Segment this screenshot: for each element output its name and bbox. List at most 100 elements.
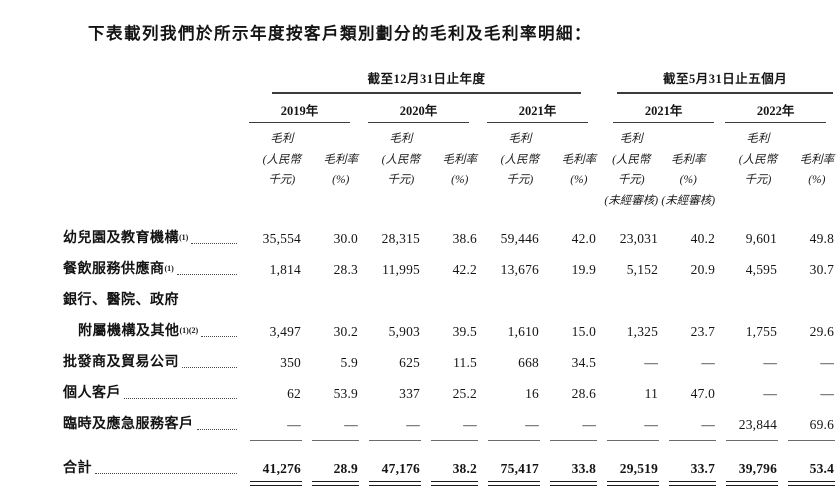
- row-label-text: 批發商及貿易公司: [63, 354, 179, 370]
- period-group-header-row: 截至12月31日止年度 截至5月31日止五個月: [63, 68, 835, 94]
- value-cell: 30.2: [333, 323, 358, 339]
- value-cell: 16: [525, 385, 539, 401]
- subheader-margin-2022-5m: 毛利率 (%): [799, 153, 835, 187]
- single-rule: [431, 439, 478, 441]
- value-cell: 38.6: [452, 230, 477, 246]
- value-cell: —: [763, 354, 778, 370]
- value-cell: 20.9: [690, 261, 716, 277]
- double-rule: [250, 480, 302, 486]
- total-value-cell: 29,519: [619, 460, 659, 476]
- value-cell: 40.2: [690, 230, 716, 246]
- double-rule: [788, 480, 836, 486]
- value-cell: 5,152: [626, 261, 659, 277]
- value-cell: —: [763, 385, 778, 401]
- value-cell: 28.3: [333, 261, 358, 277]
- spacer-cell: [63, 68, 240, 94]
- spacer-cell: [63, 94, 240, 123]
- total-value-cell: 33.7: [690, 460, 716, 476]
- subheader-margin-2019: 毛利率 (%): [323, 153, 359, 187]
- value-cell: 668: [518, 354, 539, 370]
- value-cell: 13,676: [500, 261, 539, 277]
- value-cell: 11,995: [382, 261, 420, 277]
- value-cell: —: [344, 416, 358, 432]
- value-cell: —: [525, 416, 539, 432]
- value-cell: 23,031: [619, 230, 659, 246]
- subheader-gross-profit-2019: 毛利 (人民幣 千元): [262, 133, 301, 187]
- row-label: 銀行、醫院、政府: [63, 278, 240, 309]
- value-cell: —: [406, 416, 420, 432]
- subheader-gross-profit-2021: 毛利 (人民幣 千元): [500, 133, 539, 187]
- page-title: 下表載列我們於所示年度按客戶類別劃分的毛利及毛利率明細：: [88, 24, 592, 43]
- single-rule: [726, 439, 779, 441]
- subtotal-rule-row: [63, 433, 836, 441]
- value-cell: 53.9: [333, 385, 358, 401]
- table-row-total: 合計 41,276 28.9 47,176 38.2 75,417 33.8 2…: [63, 441, 835, 477]
- row-label: 幼兒園及教育機構 (1): [63, 216, 240, 247]
- total-value-cell: 39,796: [738, 460, 778, 476]
- dotted-leader: [201, 335, 237, 337]
- total-value-cell: 38.2: [452, 460, 477, 476]
- table-row-affiliated-institutions-line2: 附屬機構及其他 (1)(2) 3,497 30.2 5,903 39.5 1,61…: [63, 309, 835, 340]
- period-group-annual-label: 截至12月31日止年度: [272, 68, 582, 94]
- period-group-five-months-label: 截至5月31日止五個月: [617, 68, 834, 94]
- value-cell: 4,595: [745, 261, 778, 277]
- value-cell: 9,601: [745, 230, 778, 246]
- value-cell: 337: [399, 385, 420, 401]
- spacer-cell: [63, 123, 240, 216]
- year-header-2019: 2019年: [240, 94, 359, 123]
- dotted-leader: [124, 397, 237, 399]
- value-cell: —: [287, 416, 301, 432]
- subheader-margin-2021: 毛利率 (%): [561, 153, 597, 187]
- double-rule: [488, 480, 540, 486]
- value-cell: 42.0: [571, 230, 597, 246]
- single-rule: [250, 439, 302, 441]
- single-rule: [312, 439, 359, 441]
- value-cell: 23.7: [690, 323, 716, 339]
- double-rule: [312, 480, 359, 486]
- value-cell: 29.6: [809, 323, 835, 339]
- year-header-2020: 2020年: [359, 94, 478, 123]
- value-cell: 25.2: [452, 385, 477, 401]
- row-label: 臨時及應急服務客戶: [63, 402, 240, 433]
- value-cell: 34.5: [571, 354, 597, 370]
- subheader-gross-profit-2020: 毛利 (人民幣 千元): [381, 133, 420, 187]
- value-cell: 5.9: [340, 354, 358, 370]
- value-cell: 5,903: [388, 323, 420, 339]
- single-rule: [669, 439, 717, 441]
- year-header-row: 2019年 2020年 2021年 2021年 2022年: [63, 94, 835, 123]
- subheader-gross-profit-2021-5m-unaudited: 毛利 (人民幣 千元) (未經審核): [604, 133, 659, 208]
- value-cell: 35,554: [262, 230, 301, 246]
- row-label-text: 銀行、醫院、政府: [63, 292, 179, 308]
- table-row-kindergartens: 幼兒園及教育機構 (1) 35,554 30.0 28,315 38.6 59,4…: [63, 216, 835, 247]
- value-cell: —: [644, 354, 659, 370]
- value-cell: 30.7: [809, 261, 835, 277]
- single-rule: [488, 439, 540, 441]
- footnote-superscript: (1): [179, 232, 189, 242]
- value-cell: 28,315: [381, 230, 420, 246]
- document-page: 下表載列我們於所示年度按客戶類別劃分的毛利及毛利率明細： 截至12月31日止年度…: [63, 24, 836, 486]
- single-rule: [607, 439, 660, 441]
- dotted-leader: [196, 428, 237, 430]
- value-cell: 11.5: [453, 354, 477, 370]
- value-cell: 1,755: [745, 323, 778, 339]
- total-value-cell: 53.4: [809, 460, 835, 476]
- total-double-rule-row: [63, 477, 836, 486]
- row-label-text: 餐飲服務供應商: [63, 261, 165, 277]
- value-cell: 3,497: [269, 323, 301, 339]
- row-label-text: 附屬機構及其他: [78, 323, 180, 339]
- single-rule: [788, 439, 836, 441]
- spacer-cell: [63, 433, 240, 441]
- value-cell: 23,844: [738, 416, 778, 432]
- table-row-individual-customers: 個人客戶 62 53.9 337 25.2 16 28.6 11 47.0 — …: [63, 371, 835, 402]
- value-cell: 19.9: [571, 261, 597, 277]
- row-label: 合計: [63, 441, 240, 477]
- double-rule: [607, 480, 660, 486]
- value-cell: 49.8: [809, 230, 835, 246]
- footnote-superscript: (1): [164, 263, 174, 273]
- row-label: 批發商及貿易公司: [63, 340, 240, 371]
- total-value-cell: 75,417: [500, 460, 539, 476]
- row-label: 個人客戶: [63, 371, 240, 402]
- column-subheader-row: 毛利 (人民幣 千元) 毛利率 (%) 毛利 (人民幣 千元) 毛利率 (%) …: [63, 123, 835, 216]
- value-cell: —: [820, 385, 835, 401]
- spacer-cell: [63, 477, 240, 486]
